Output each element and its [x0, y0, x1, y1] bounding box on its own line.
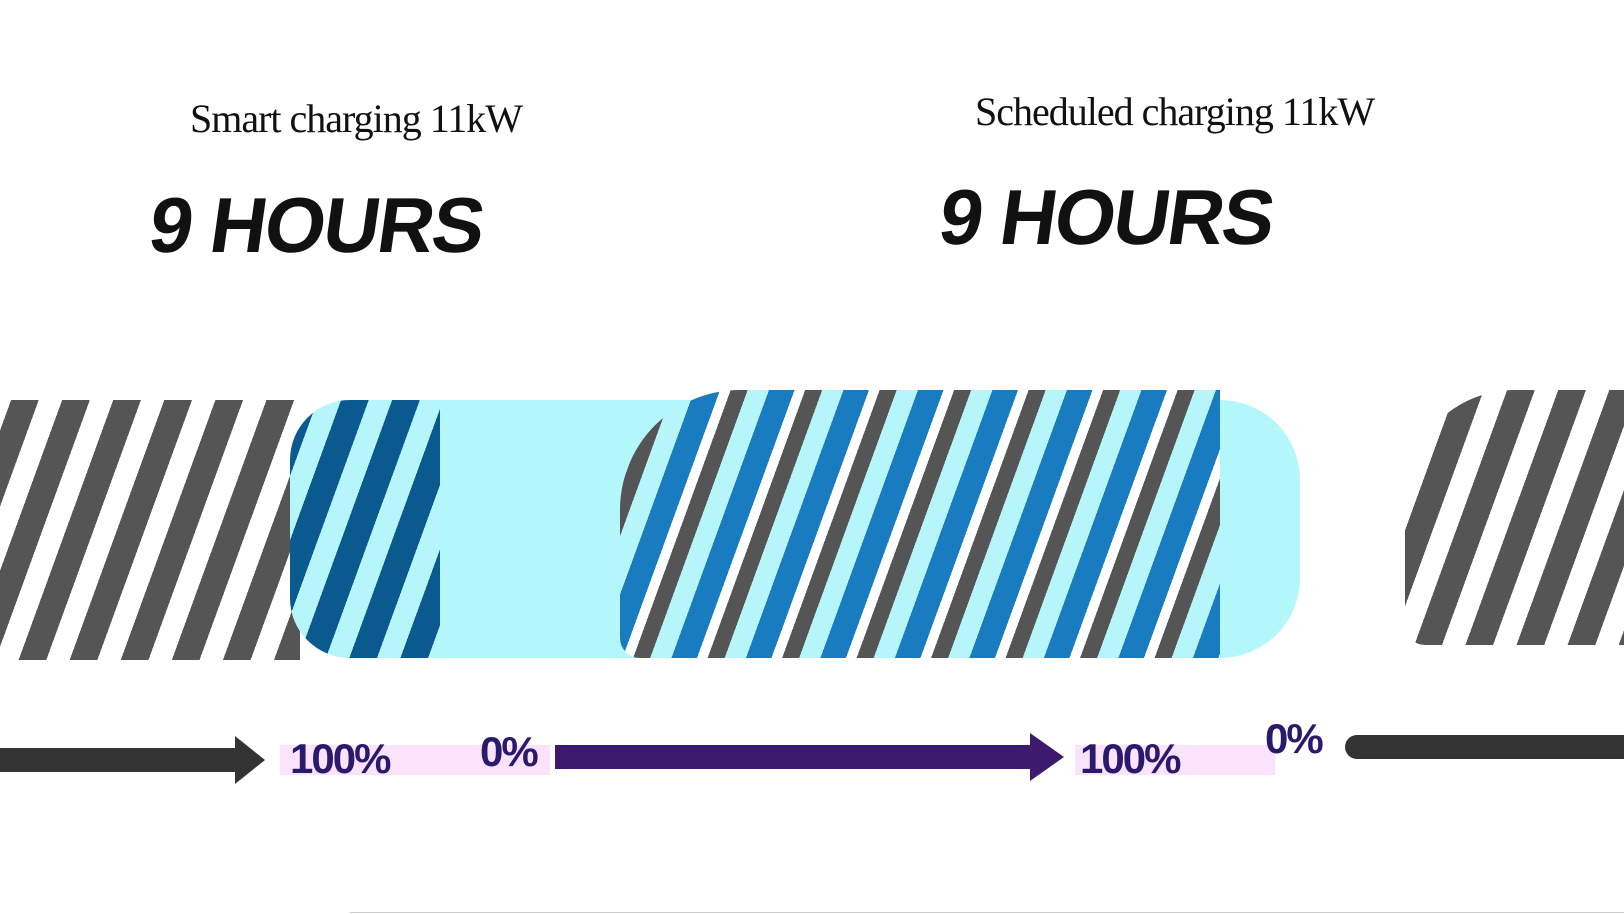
highlight-strip — [280, 745, 550, 775]
arrowhead-icon — [235, 736, 265, 784]
divider — [350, 912, 1624, 913]
arrow-dark-left — [0, 748, 240, 772]
duration-label: 9 HOURS — [143, 181, 489, 269]
striped-bar-mixed — [620, 390, 1220, 658]
striped-bar-gray-right — [1405, 390, 1624, 645]
arrow-purple — [555, 745, 1035, 769]
panel-title: Scheduled charging 11kW — [975, 89, 1375, 134]
percent-label: 0% — [1265, 715, 1324, 762]
panel-title: Smart charging 11kW — [190, 96, 523, 141]
striped-bar-blue — [290, 400, 440, 658]
arrowhead-icon — [1030, 733, 1064, 781]
percent-label: 100% — [290, 735, 391, 782]
arrow-dark-right — [1345, 735, 1624, 759]
striped-bar-gray — [0, 400, 300, 660]
percent-label: 100% — [1080, 735, 1181, 782]
duration-label: 9 HOURS — [933, 173, 1279, 261]
highlight-strip — [1075, 745, 1275, 775]
percent-label: 0% — [480, 728, 539, 775]
